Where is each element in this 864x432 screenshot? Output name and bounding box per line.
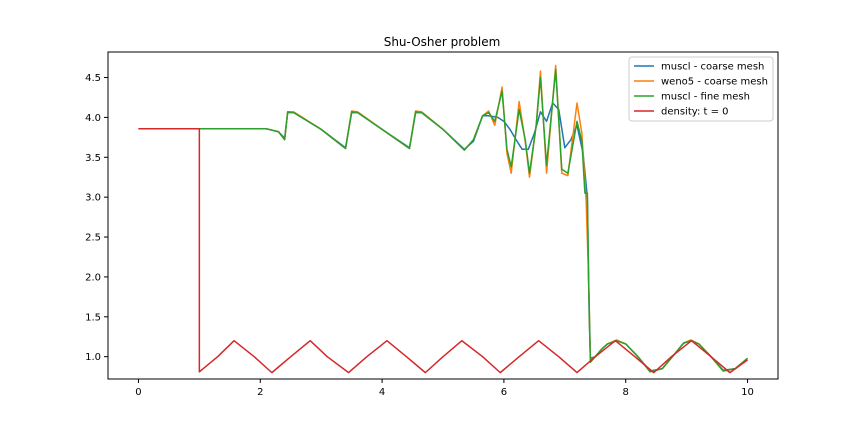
legend-entry-label: muscl - fine mesh	[661, 92, 750, 103]
y-tick-label: 1.5	[85, 312, 101, 323]
legend-box	[628, 56, 774, 122]
x-tick-label: 0	[135, 387, 141, 398]
y-tick-label: 4.0	[85, 113, 101, 124]
y-tick-label: 1.0	[85, 352, 101, 363]
chart-title: Shu-Osher problem	[384, 35, 501, 49]
y-tick-label: 2.5	[85, 233, 101, 244]
y-tick-label: 3.5	[85, 153, 101, 164]
y-tick-label: 2.0	[85, 272, 101, 283]
x-tick-label: 8	[623, 387, 629, 398]
y-tick-label: 4.5	[85, 73, 101, 84]
plot-area	[107, 51, 779, 380]
x-axis: 0 2 4 6 8 10	[135, 379, 754, 398]
legend: muscl - coarse mesh weno5 - coarse mesh mu…	[628, 56, 774, 122]
legend-entry-label: weno5 - coarse mesh	[661, 77, 768, 88]
axes-frame	[107, 51, 779, 380]
legend-entry-label: muscl - coarse mesh	[661, 62, 764, 73]
y-axis: 1.0 1.5 2.0 2.5 3.0 3.5 4.0 4.5	[85, 73, 108, 363]
series-layer	[138, 64, 749, 374]
series-line-4	[138, 128, 748, 374]
legend-entry-label: density: t = 0	[661, 107, 729, 118]
x-tick-label: 6	[501, 387, 507, 398]
x-tick-label: 4	[379, 387, 385, 398]
x-tick-label: 2	[257, 387, 263, 398]
x-tick-label: 10	[741, 387, 754, 398]
y-tick-label: 3.0	[85, 193, 101, 204]
